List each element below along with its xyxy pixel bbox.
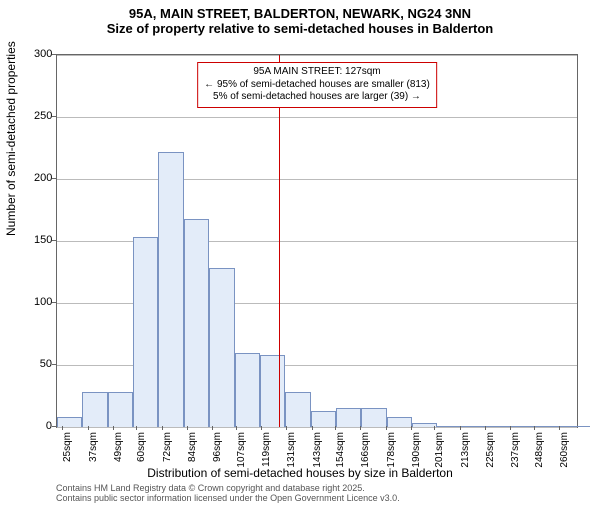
histogram-bar: [539, 426, 564, 427]
gridline: [57, 179, 577, 180]
xtick-label: 178sqm: [386, 432, 397, 472]
xtick-label: 190sqm: [411, 432, 422, 472]
xtick-mark: [212, 426, 213, 430]
xtick-label: 60sqm: [136, 432, 147, 472]
annotation-line: 95A MAIN STREET: 127sqm: [204, 66, 430, 79]
xtick-mark: [386, 426, 387, 430]
xtick-label: 49sqm: [113, 432, 124, 472]
xtick-mark: [460, 426, 461, 430]
xtick-label: 154sqm: [335, 432, 346, 472]
annotation-line: ← 95% of semi-detached houses are smalle…: [204, 79, 430, 92]
chart-container: 95A, MAIN STREET, BALDERTON, NEWARK, NG2…: [0, 6, 600, 506]
ytick-label: 100: [34, 296, 52, 308]
xtick-label: 72sqm: [162, 432, 173, 472]
histogram-bar: [184, 219, 209, 427]
xtick-mark: [485, 426, 486, 430]
xtick-label: 107sqm: [236, 432, 247, 472]
histogram-bar: [82, 392, 107, 427]
xtick-mark: [559, 426, 560, 430]
histogram-bar: [57, 417, 82, 427]
histogram-bar: [285, 392, 310, 427]
xtick-label: 119sqm: [261, 432, 272, 472]
histogram-bar: [260, 355, 285, 427]
ytick-mark: [52, 116, 56, 117]
xtick-mark: [434, 426, 435, 430]
xtick-mark: [312, 426, 313, 430]
ytick-mark: [52, 240, 56, 241]
histogram-bar: [564, 426, 589, 427]
ytick-label: 150: [34, 234, 52, 246]
ytick-label: 0: [34, 420, 52, 432]
xtick-mark: [62, 426, 63, 430]
histogram-bar: [209, 268, 234, 427]
ytick-mark: [52, 302, 56, 303]
ytick-mark: [52, 364, 56, 365]
histogram-bar: [108, 392, 133, 427]
ytick-label: 200: [34, 172, 52, 184]
marker-line: [279, 55, 280, 427]
xtick-mark: [162, 426, 163, 430]
xtick-label: 25sqm: [62, 432, 73, 472]
xtick-label: 225sqm: [485, 432, 496, 472]
histogram-bar: [133, 237, 158, 427]
xtick-mark: [136, 426, 137, 430]
footer-line-2: Contains public sector information licen…: [56, 494, 400, 504]
xtick-mark: [261, 426, 262, 430]
xtick-mark: [88, 426, 89, 430]
xtick-mark: [534, 426, 535, 430]
xtick-mark: [187, 426, 188, 430]
xtick-label: 201sqm: [434, 432, 445, 472]
xtick-label: 237sqm: [510, 432, 521, 472]
ytick-mark: [52, 178, 56, 179]
annotation-box: 95A MAIN STREET: 127sqm← 95% of semi-det…: [197, 62, 437, 108]
ytick-label: 300: [34, 48, 52, 60]
histogram-bar: [387, 417, 412, 427]
xtick-mark: [113, 426, 114, 430]
ytick-label: 50: [34, 358, 52, 370]
histogram-bar: [158, 152, 183, 427]
histogram-bar: [311, 411, 336, 427]
footer: Contains HM Land Registry data © Crown c…: [56, 484, 400, 504]
xtick-mark: [360, 426, 361, 430]
gridline: [57, 427, 577, 428]
xtick-mark: [286, 426, 287, 430]
xtick-label: 213sqm: [460, 432, 471, 472]
y-axis-label: Number of semi-detached properties: [4, 41, 18, 236]
xtick-mark: [335, 426, 336, 430]
xtick-label: 84sqm: [187, 432, 198, 472]
title-line-1: 95A, MAIN STREET, BALDERTON, NEWARK, NG2…: [0, 6, 600, 21]
histogram-bar: [514, 426, 539, 427]
gridline: [57, 117, 577, 118]
xtick-mark: [411, 426, 412, 430]
xtick-label: 131sqm: [286, 432, 297, 472]
annotation-line: 5% of semi-detached houses are larger (3…: [204, 91, 430, 104]
xtick-label: 166sqm: [360, 432, 371, 472]
histogram-bar: [336, 408, 361, 427]
xtick-label: 37sqm: [88, 432, 99, 472]
xtick-mark: [236, 426, 237, 430]
xtick-label: 248sqm: [534, 432, 545, 472]
histogram-bar: [235, 353, 260, 427]
xtick-label: 143sqm: [312, 432, 323, 472]
xtick-label: 96sqm: [212, 432, 223, 472]
xtick-label: 260sqm: [559, 432, 570, 472]
title-line-2: Size of property relative to semi-detach…: [0, 21, 600, 36]
histogram-bar: [361, 408, 386, 427]
ytick-mark: [52, 54, 56, 55]
plot-area: 95A MAIN STREET: 127sqm← 95% of semi-det…: [56, 54, 578, 428]
gridline: [57, 55, 577, 56]
ytick-mark: [52, 426, 56, 427]
xtick-mark: [510, 426, 511, 430]
ytick-label: 250: [34, 110, 52, 122]
